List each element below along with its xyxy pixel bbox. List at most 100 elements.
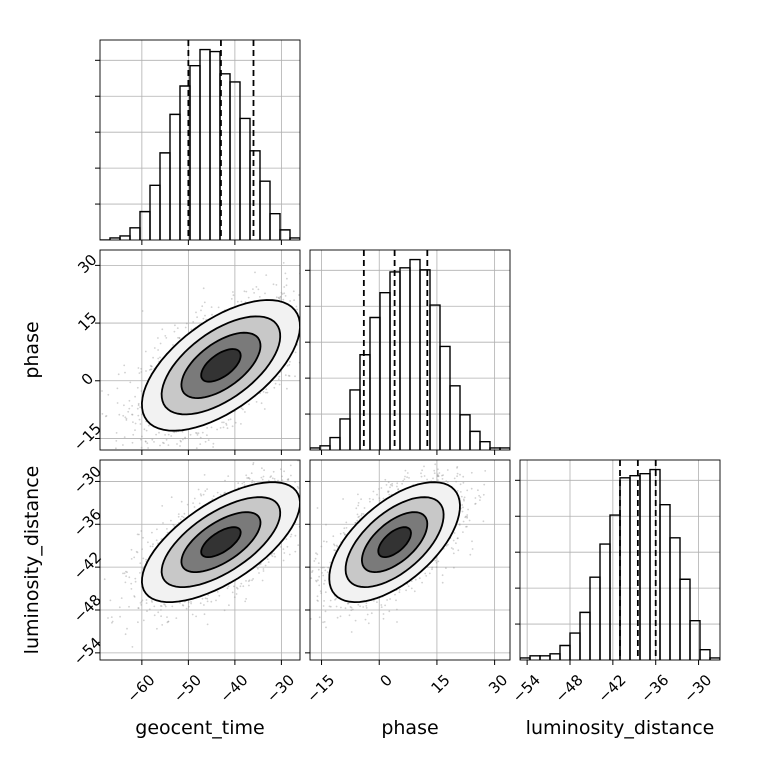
- scatter-point: [202, 287, 205, 290]
- scatter-point: [325, 523, 327, 526]
- scatter-point: [159, 444, 161, 447]
- scatter-point: [265, 274, 268, 276]
- scatter-point: [316, 599, 319, 602]
- scatter-point: [202, 493, 205, 496]
- scatter-point: [441, 474, 443, 477]
- scatter-point: [261, 478, 264, 481]
- scatter-point: [357, 603, 360, 606]
- scatter-point: [196, 316, 199, 319]
- scatter-point: [195, 447, 198, 449]
- scatter-point: [187, 601, 190, 604]
- scatter-point: [456, 475, 458, 478]
- scatter-point: [363, 507, 366, 509]
- scatter-point: [228, 604, 230, 607]
- scatter-point: [282, 559, 285, 562]
- scatter-point: [428, 572, 431, 575]
- scatter-point: [180, 440, 182, 443]
- scatter-point: [333, 549, 336, 551]
- xlabel-luminosity-distance: luminosity_distance: [526, 717, 715, 739]
- scatter-point: [140, 371, 143, 373]
- scatter-point: [125, 570, 127, 573]
- scatter-point: [232, 291, 234, 293]
- scatter-point: [458, 524, 461, 526]
- contour-line: [200, 348, 242, 383]
- scatter-point: [232, 294, 235, 297]
- scatter-point: [252, 578, 255, 580]
- scatter-point: [184, 437, 187, 440]
- scatter-point: [158, 431, 160, 434]
- scatter-point: [356, 513, 359, 516]
- scatter-point: [311, 571, 313, 573]
- scatter-point: [237, 482, 240, 484]
- scatter-point: [103, 578, 106, 581]
- scatter-point: [245, 474, 248, 477]
- scatter-point: [396, 485, 398, 488]
- scatter-point: [437, 475, 440, 478]
- scatter-point: [421, 469, 423, 472]
- scatter-point: [140, 390, 143, 392]
- scatter-point: [275, 296, 278, 299]
- scatter-point: [198, 502, 201, 505]
- scatter-point: [150, 600, 153, 602]
- scatter-point: [186, 503, 189, 506]
- scatter-point: [283, 552, 286, 554]
- scatter-point: [293, 299, 295, 302]
- scatter-point: [406, 472, 409, 474]
- scatter-point: [101, 390, 103, 392]
- scatter-point: [264, 564, 267, 567]
- scatter-point: [445, 480, 448, 482]
- scatter-point: [162, 522, 164, 524]
- scatter-point: [216, 591, 219, 593]
- scatter-point: [179, 518, 182, 521]
- scatter-point: [354, 521, 357, 524]
- scatter-point: [189, 433, 192, 436]
- scatter-point: [389, 486, 391, 489]
- scatter-point: [147, 424, 150, 427]
- scatter-point: [343, 533, 346, 536]
- scatter-point: [163, 603, 166, 606]
- scatter-point: [134, 429, 136, 431]
- scatter-point: [334, 549, 337, 552]
- scatter-point: [243, 484, 246, 486]
- scatter-point: [297, 544, 300, 546]
- scatter-point: [224, 479, 226, 482]
- scatter-point: [261, 467, 263, 470]
- scatter-point: [461, 504, 464, 506]
- scatter-point: [317, 600, 319, 602]
- scatter-point: [191, 613, 194, 616]
- scatter-point: [138, 372, 141, 374]
- scatter-point: [470, 487, 473, 490]
- scatter-point: [463, 496, 466, 499]
- scatter-point: [175, 617, 178, 619]
- scatter-point: [286, 478, 289, 481]
- scatter-point: [333, 543, 335, 546]
- scatter-point: [172, 523, 175, 526]
- scatter-point: [233, 585, 235, 588]
- scatter-point: [322, 605, 325, 607]
- scatter-point: [141, 548, 144, 551]
- scatter-point: [115, 447, 117, 450]
- scatter-point: [164, 335, 167, 337]
- scatter-point: [254, 271, 256, 274]
- scatter-point: [285, 538, 288, 540]
- scatter-point: [192, 502, 195, 504]
- scatter-point: [318, 584, 321, 587]
- scatter-point: [153, 347, 156, 349]
- scatter-point: [314, 557, 317, 560]
- scatter-point: [426, 478, 428, 481]
- scatter-point: [403, 478, 406, 480]
- scatter-point: [117, 373, 120, 376]
- scatter-point: [251, 479, 254, 482]
- scatter-point: [166, 528, 168, 530]
- scatter-point: [342, 498, 344, 500]
- scatter-point: [339, 532, 342, 535]
- scatter-point: [367, 622, 370, 625]
- scatter-point: [281, 293, 284, 295]
- scatter-point: [133, 596, 136, 598]
- hist-bin: [259, 180, 271, 240]
- scatter-point: [294, 351, 297, 354]
- scatter-point: [161, 624, 164, 626]
- scatter-point: [396, 621, 398, 623]
- scatter-point: [322, 621, 324, 624]
